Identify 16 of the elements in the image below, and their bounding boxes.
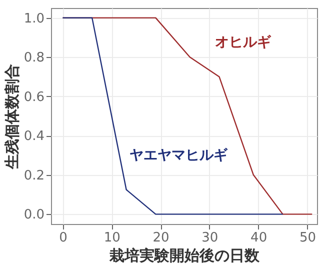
x-tick-label: 20	[152, 230, 170, 246]
y-axis-title: 生残個体数割合	[2, 64, 21, 170]
x-tick-label: 50	[299, 230, 316, 246]
y-tick-label: 1.0	[24, 11, 44, 26]
y-tick-label: 0.0	[24, 208, 44, 223]
y-tick-label: 0.2	[24, 168, 44, 184]
x-axis-title: 栽培実験開始後の日数	[108, 246, 260, 264]
y-tick-label: 0.4	[24, 129, 44, 144]
x-tick-label: 40	[250, 230, 268, 246]
x-tick-label: 0	[59, 230, 68, 246]
series-label: オヒルギ	[215, 34, 272, 51]
x-tick-label: 30	[202, 230, 218, 246]
y-tick-label: 0.6	[24, 90, 44, 105]
x-tick-label: 10	[104, 230, 120, 246]
y-tick-label: 0.8	[24, 50, 44, 66]
series-label: ヤエヤマヒルギ	[129, 148, 228, 164]
